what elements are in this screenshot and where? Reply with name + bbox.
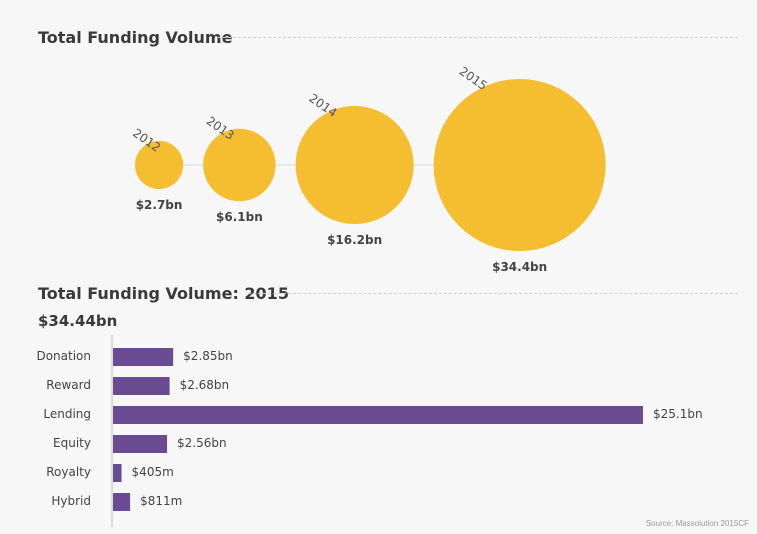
bar-category-label: Equity [53,436,91,450]
title-divider [248,293,738,294]
bar-chart: Donation $2.85bn Reward $2.68bn Lending $25.1… [36,335,703,527]
bar-value-label: $811m [140,494,182,508]
bar-donation [113,348,174,366]
bubble-value-label: $34.4bn [492,260,547,274]
bar-equity [113,435,168,453]
bubble-value-label: $2.7bn [136,198,183,212]
bubble-2012 [135,140,184,190]
bar-category-label: Lending [43,407,91,421]
bar-value-label: $2.85bn [183,349,233,363]
bar-royalty [113,464,122,482]
bar-category-label: Donation [36,349,91,363]
bar-category-label: Hybrid [51,494,91,508]
bubble-chart-title: Total Funding Volume [38,28,233,47]
bar-value-label: $2.56bn [177,436,227,450]
bar-value-label: $405m [132,465,174,479]
bubble-chart: 2012$2.7bn2013$6.1bn2014$16.2bn2015$34.4… [130,64,606,274]
bubble-value-label: $16.2bn [327,233,382,247]
bar-category-label: Reward [46,378,91,392]
bar-value-label: $25.1bn [653,407,703,421]
title-divider [218,37,738,38]
bubble-2015 [433,79,606,251]
bar-lending [113,406,643,424]
total-value: $34.44bn [38,312,118,330]
bubble-2013 [203,128,276,202]
source-note: Source: Massolution 2015CF [645,519,749,528]
bar-category-label: Royalty [46,465,91,479]
bar-value-label: $2.68bn [180,378,230,392]
bar-chart-title: Total Funding Volume: 2015 [38,284,289,303]
bubble-2014 [295,105,414,225]
bar-reward [113,377,170,395]
bubble-value-label: $6.1bn [216,210,263,224]
bar-hybrid [113,493,131,511]
